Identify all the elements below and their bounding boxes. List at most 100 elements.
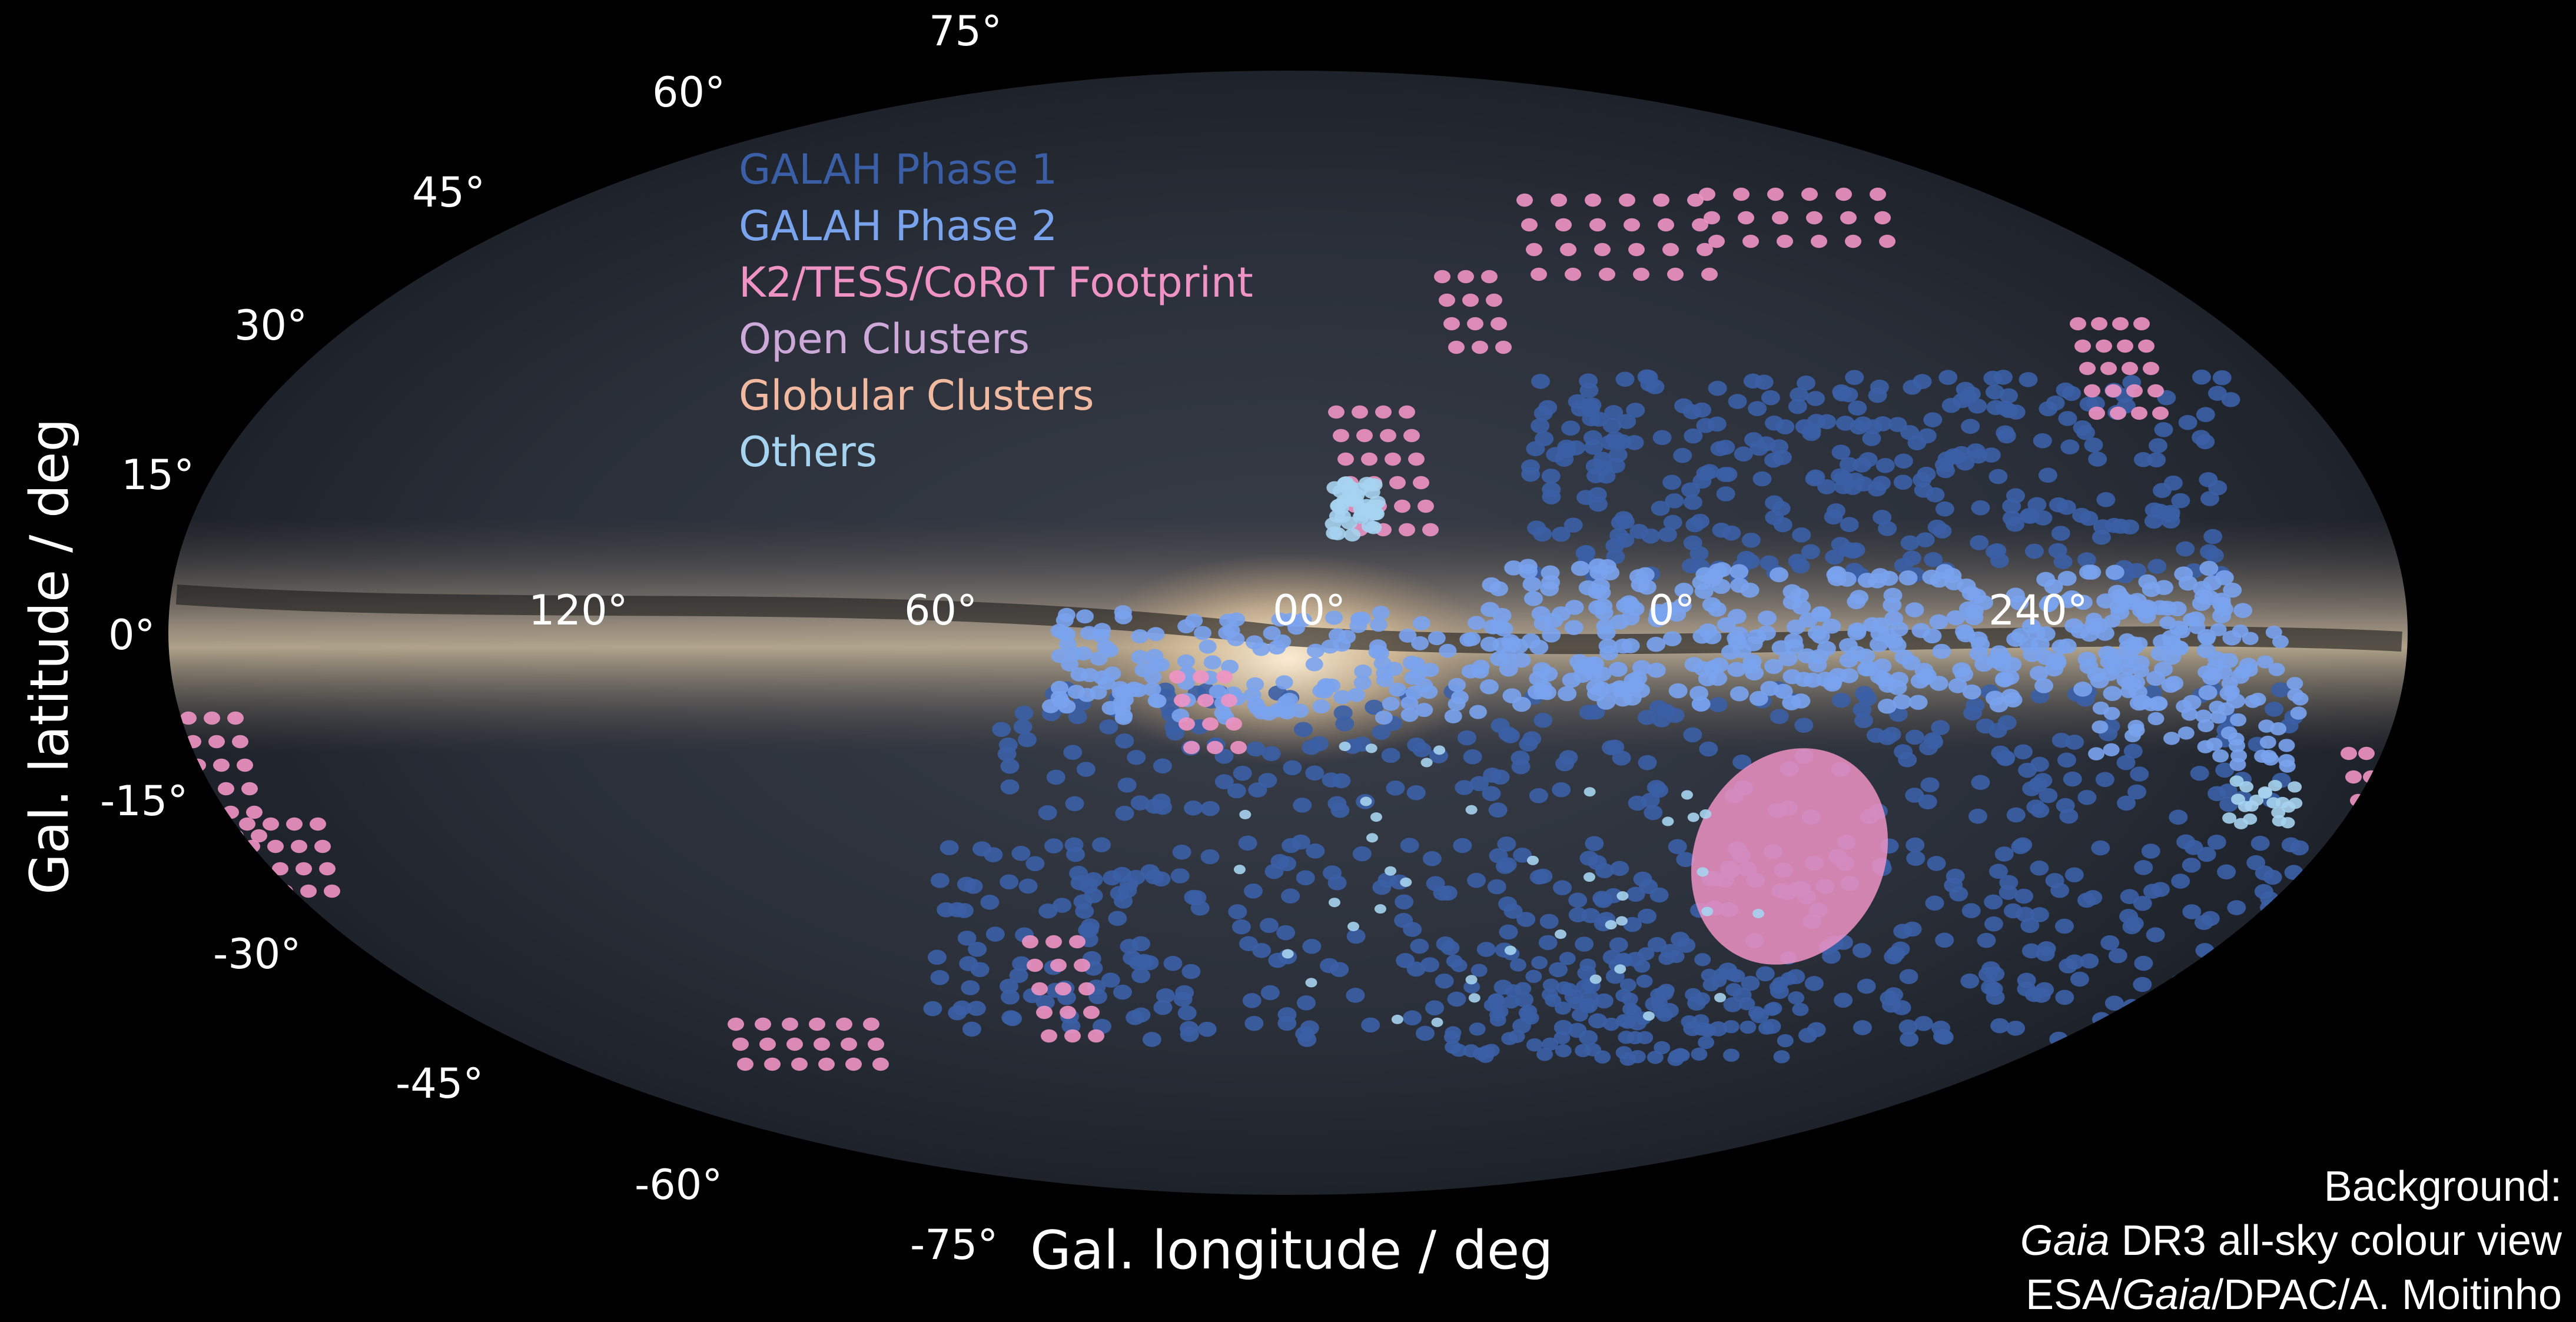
- k2-tess-corot-footprint: [764, 1057, 781, 1071]
- other-field: [1468, 993, 1480, 1003]
- k2-tess-corot-footprint: [241, 782, 258, 796]
- galah-phase-1-field: [1333, 705, 1353, 720]
- galah-phase-1-field: [1246, 741, 1266, 757]
- galah-phase-1-field: [1956, 381, 1975, 397]
- galah-phase-1-field: [1470, 964, 1488, 977]
- k2-tess-corot-footprint: [1585, 193, 1601, 207]
- galah-phase-1-field: [1862, 431, 1881, 446]
- galah-phase-1-field: [2096, 492, 2116, 507]
- galah-phase-1-field: [1000, 758, 1020, 774]
- galah-phase-2-field: [2057, 570, 2077, 586]
- other-field: [2268, 780, 2282, 792]
- galah-phase-2-field: [2278, 753, 2295, 768]
- galah-phase-1-field: [2190, 765, 2209, 781]
- k2-tess-corot-footprint: [2133, 317, 2150, 331]
- galah-phase-1-field: [1575, 1044, 1592, 1058]
- galah-phase-2-field: [1333, 690, 1352, 705]
- galah-phase-2-field: [1910, 673, 1930, 689]
- galah-phase-1-field: [1115, 805, 1134, 821]
- credit-gaia: Gaia: [2020, 1217, 2110, 1264]
- galah-phase-1-field: [1646, 780, 1666, 795]
- galah-phase-1-field: [1604, 405, 1624, 420]
- galah-phase-2-field: [2254, 749, 2271, 763]
- galah-phase-2-field: [2290, 706, 2307, 720]
- galah-phase-2-field: [1946, 610, 1966, 626]
- galah-phase-1-field: [1568, 996, 1585, 1010]
- galah-phase-1-field: [2227, 900, 2246, 915]
- other-field: [1305, 978, 1317, 988]
- galah-phase-2-field: [1930, 572, 1949, 588]
- galah-phase-1-field: [2037, 941, 2056, 956]
- other-field: [1431, 1017, 1443, 1027]
- galah-phase-2-field: [1540, 581, 1559, 596]
- galah-phase-1-field: [1447, 991, 1466, 1007]
- galah-phase-2-field: [1533, 684, 1553, 700]
- galah-phase-1-field: [2147, 559, 2167, 574]
- galah-phase-2-field: [1588, 600, 1608, 616]
- galah-phase-1-field: [1322, 772, 1341, 788]
- galah-phase-2-field: [1134, 663, 1153, 677]
- k2-tess-corot-footprint: [2152, 406, 2169, 420]
- galah-phase-2-field: [2106, 662, 2123, 676]
- galah-phase-1-field: [1775, 419, 1795, 435]
- galah-phase-2-field: [1411, 636, 1429, 650]
- galah-phase-2-field: [2268, 663, 2285, 676]
- k2-tess-corot-footprint: [2070, 317, 2086, 331]
- galah-phase-2-field: [1090, 651, 1108, 666]
- k2-tess-corot-footprint: [1526, 243, 1542, 257]
- k2-tess-corot-footprint: [1628, 243, 1645, 257]
- galah-phase-1-field: [2064, 867, 2084, 883]
- k2-tess-corot-footprint: [1692, 218, 1708, 232]
- credit-line-3: ESA/Gaia/DPAC/A. Moitinho: [2020, 1268, 2562, 1322]
- lat-tick: -30°: [213, 930, 301, 978]
- galah-phase-2-field: [1177, 654, 1195, 669]
- galah-phase-1-field: [1197, 1021, 1217, 1037]
- k2-tess-corot-footprint: [1879, 234, 1896, 248]
- galah-phase-1-field: [1994, 846, 2014, 862]
- galah-phase-2-field: [1695, 567, 1715, 583]
- galah-phase-2-field: [1727, 662, 1747, 677]
- galah-phase-1-field: [1531, 956, 1548, 969]
- galah-phase-1-field: [1538, 935, 1558, 951]
- galah-phase-2-field: [2088, 747, 2105, 760]
- galah-phase-1-field: [1153, 758, 1172, 774]
- galah-phase-1-field: [1723, 1048, 1740, 1062]
- lat-tick: 45°: [412, 168, 486, 217]
- galah-phase-1-field: [2187, 1025, 2207, 1041]
- galah-phase-1-field: [1440, 940, 1460, 956]
- galah-phase-1-field: [1673, 448, 1692, 463]
- k2-tess-corot-footprint: [1169, 670, 1186, 684]
- galah-phase-1-field: [957, 931, 977, 946]
- galah-phase-1-field: [1579, 851, 1599, 866]
- galah-phase-1-field: [1259, 918, 1279, 934]
- galah-phase-2-field: [1275, 675, 1293, 690]
- galah-phase-1-field: [1652, 712, 1671, 728]
- galah-phase-1-field: [1938, 370, 1958, 385]
- galah-phase-1-field: [1898, 1019, 1918, 1035]
- galah-phase-1-field: [1603, 1017, 1620, 1031]
- k2-tess-corot-footprint: [1624, 218, 1640, 232]
- galah-phase-2-field: [1798, 612, 1818, 628]
- galah-phase-1-field: [1549, 962, 1568, 978]
- galah-phase-1-field: [2084, 437, 2103, 453]
- k2-tess-corot-footprint: [1767, 187, 1784, 201]
- k2-tess-corot-footprint: [1375, 405, 1392, 419]
- lat-tick: -15°: [100, 777, 188, 825]
- other-field: [1360, 796, 1372, 806]
- galah-phase-2-field: [1522, 576, 1542, 592]
- galah-phase-1-field: [1708, 697, 1728, 712]
- galah-phase-1-field: [2170, 974, 2189, 990]
- galah-phase-1-field: [2207, 386, 2227, 401]
- galah-phase-1-field: [1277, 1015, 1297, 1031]
- galah-phase-1-field: [1557, 439, 1576, 455]
- galah-phase-2-field: [2011, 627, 2030, 643]
- galah-phase-1-field: [1473, 1047, 1490, 1061]
- galah-phase-1-field: [1585, 836, 1604, 851]
- k2-tess-corot-footprint: [1870, 187, 1886, 201]
- galah-phase-1-field: [1505, 984, 1522, 998]
- k2-tess-corot-footprint: [2089, 406, 2105, 420]
- k2-tess-corot-footprint: [1183, 740, 1200, 755]
- galah-phase-1-field: [1553, 1031, 1571, 1045]
- galah-phase-1-field: [1875, 458, 1895, 473]
- lat-tick: 75°: [929, 7, 1002, 55]
